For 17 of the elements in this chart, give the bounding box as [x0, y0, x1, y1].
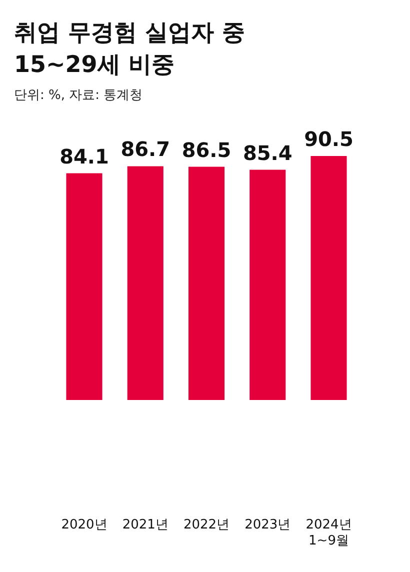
x-tick-label: 2020년: [61, 518, 108, 532]
data-label: 85.4: [242, 140, 292, 165]
bar: [188, 166, 225, 400]
x-tick-label: 2022년: [183, 518, 230, 532]
data-label: 90.5: [304, 127, 354, 151]
bar: [310, 156, 347, 400]
chart-subtitle: 단위: %, 자료: 통계청: [14, 88, 143, 103]
data-label: 84.1: [60, 144, 109, 168]
bar: [127, 166, 164, 400]
data-label: 86.5: [182, 138, 232, 162]
x-tick-label: 2023년: [244, 518, 291, 532]
x-tick-label: 2024년 1~9월: [306, 518, 352, 548]
bar: [66, 173, 102, 400]
data-label: 86.7: [120, 137, 170, 162]
chart-title: 취업 무경험 실업자 중 15~29세 비중: [14, 20, 246, 78]
x-tick-label: 2021년: [122, 518, 168, 532]
bar: [250, 170, 286, 400]
